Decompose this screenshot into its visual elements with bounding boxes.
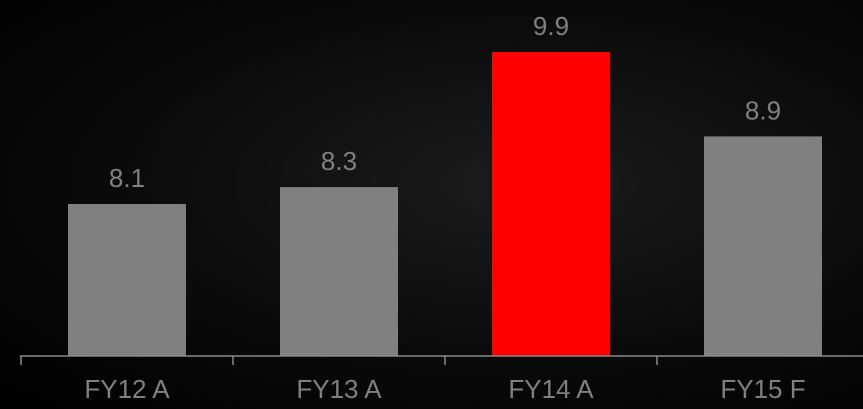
bar-value-label: 9.9 — [533, 11, 569, 41]
x-tick-label: FY14 A — [508, 374, 594, 404]
category-labels-layer: FY12 A FY13 A FY14 A FY15 F — [84, 374, 805, 404]
x-tick-label: FY12 A — [84, 374, 170, 404]
value-labels-layer: 8.1 8.3 9.9 8.9 — [109, 11, 781, 193]
bar-fy15-f — [704, 136, 822, 356]
bars-layer — [68, 52, 822, 356]
bar-value-label: 8.3 — [321, 146, 357, 176]
bar-value-label: 8.9 — [745, 95, 781, 125]
x-axis — [20, 355, 863, 365]
bar-fy14-a — [492, 52, 610, 356]
bar-fy12-a — [68, 204, 186, 356]
bar-value-label: 8.1 — [109, 163, 145, 193]
bar-fy13-a — [280, 187, 398, 356]
x-tick-label: FY13 A — [296, 374, 382, 404]
x-tick-label: FY15 F — [720, 374, 805, 404]
